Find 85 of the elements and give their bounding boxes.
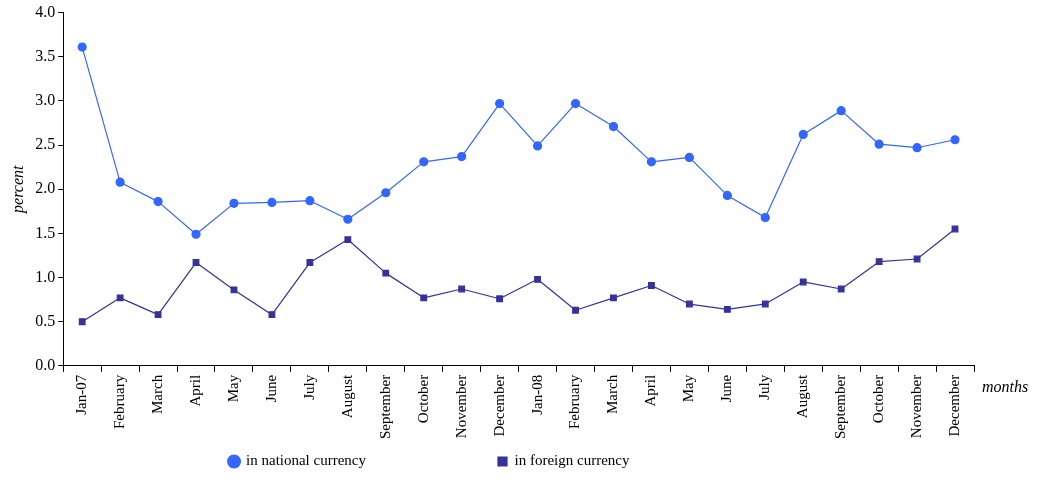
x-tick-label: March [604,374,621,415]
point [798,129,808,140]
point [496,295,504,303]
point [684,152,694,163]
x-tick-label: December [490,374,507,437]
y-tick-label: 0.5 [35,311,56,329]
x-tick-label: February [111,374,128,430]
point [875,258,883,266]
x-tick-label: July [300,374,317,400]
point [230,286,238,294]
y-tick-label: 2.0 [35,179,56,197]
y-tick-label: 0.0 [35,356,56,374]
y-tick-label: 4.0 [35,2,56,20]
point [913,255,921,263]
point [382,269,390,277]
point [648,282,655,289]
x-axis-title: months [982,378,1029,396]
x-tick-label: Jan-07 [73,374,90,415]
x-tick-label: May [680,374,697,403]
x-tick-label: April [642,374,659,407]
point [457,151,467,162]
x-tick-label: September [832,374,849,440]
point [154,311,162,319]
point [610,294,617,302]
point [305,196,315,206]
x-tick-label: June [262,374,279,403]
point [115,177,125,187]
point [760,212,770,223]
point [268,311,276,319]
point [534,275,541,283]
point [153,196,163,207]
point [344,236,352,243]
point [229,198,239,208]
x-tick-label: February [566,374,583,430]
point [532,141,543,151]
x-tick-label: March [149,374,166,415]
point [685,300,693,308]
y-tick-label: 3.5 [35,46,56,64]
point [572,306,579,314]
point [761,300,769,308]
point [458,285,466,293]
point [836,106,846,116]
y-tick-label: 1.0 [35,267,56,285]
x-tick-label: Jan-08 [528,374,545,415]
x-tick-label: August [338,374,355,419]
x-tick-label: September [376,374,393,440]
point [191,229,201,239]
point [608,121,619,132]
point [837,285,845,293]
x-tick-label: June [718,374,735,403]
x-tick-label: April [186,374,203,407]
point [306,259,314,266]
y-tick-label: 2.5 [35,135,56,153]
x-tick-label: July [756,374,773,400]
point [646,157,657,167]
point [381,188,391,198]
point [116,294,124,302]
legend-label: in foreign currency [514,452,750,469]
legend-label: in national currency [246,452,487,469]
x-tick-label: December [945,374,962,437]
point [722,190,732,201]
point [419,157,429,167]
point [570,98,581,109]
point [495,98,505,109]
point [874,139,884,149]
x-tick-label: November [908,374,925,439]
point [77,42,87,52]
point [78,318,86,326]
y-tick-label: 1.5 [35,223,56,241]
y-tick-label: 3.0 [35,91,56,109]
y-axis-title: percent [8,164,27,214]
point [950,135,960,145]
x-tick-label: August [794,374,811,419]
point [267,197,277,208]
point [343,214,353,224]
point [723,305,731,313]
x-tick-label: October [414,374,431,424]
point [912,143,922,153]
point [799,278,807,286]
x-tick-label: May [224,374,241,403]
x-tick-label: November [452,374,469,439]
point [951,225,959,233]
point [192,259,200,266]
x-tick-label: October [870,374,887,424]
point [420,294,428,302]
